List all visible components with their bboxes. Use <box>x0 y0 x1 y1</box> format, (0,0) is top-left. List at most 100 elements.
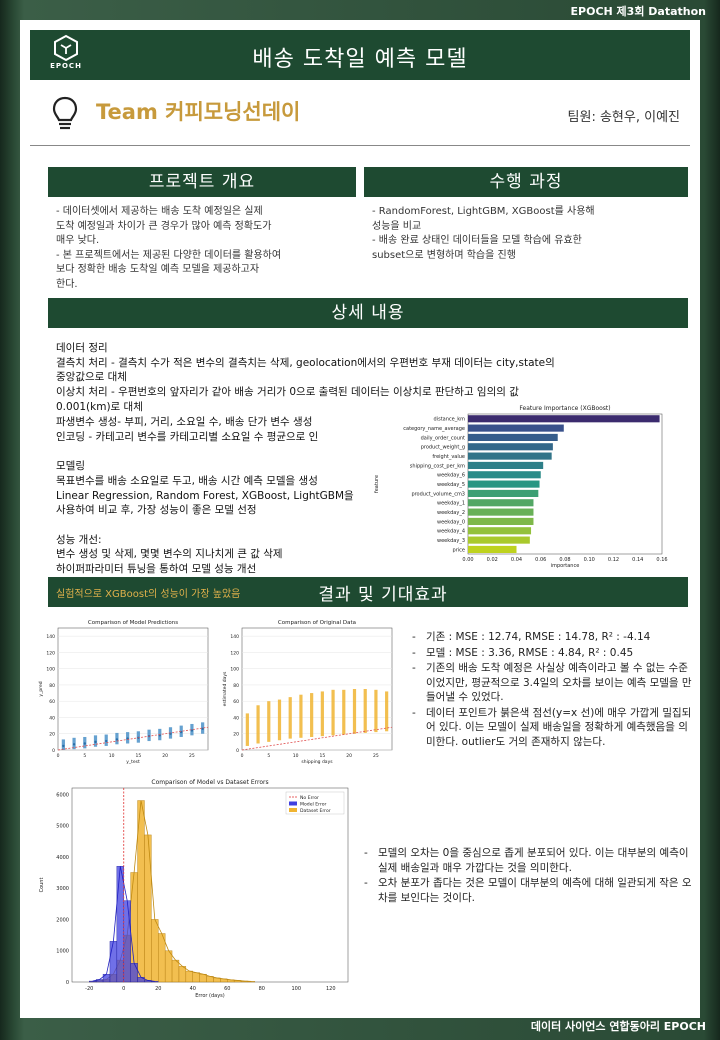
feature-label: product_weight_g <box>421 445 465 451</box>
model-predictions-chart: Comparison of Model Predictions 0 20 40 60 80… <box>36 616 216 766</box>
detail-line: 모델링 <box>56 460 85 473</box>
data-point <box>105 739 108 743</box>
feature-label: price <box>453 547 465 553</box>
feature-bar <box>468 480 540 488</box>
y-axis-label: estimated days <box>222 671 228 706</box>
x-tick-label: 0 <box>241 753 244 759</box>
original-data-svg: Comparison of Original Data0204060801001… <box>222 620 393 765</box>
detail-line: 인코딩 - 카테고리 변수를 카테고리별 소요일 수 평균으로 인 <box>56 430 319 443</box>
feature-label: weekday_3 <box>437 538 465 544</box>
feature-bar <box>468 508 534 516</box>
plot-frame <box>241 627 393 751</box>
y-tick-label: 0 <box>236 748 239 754</box>
data-point-column <box>310 693 314 737</box>
feature-label: weekday_5 <box>437 482 465 488</box>
x-tick-label: 20 <box>162 753 168 759</box>
dataset-error-bar <box>164 950 173 983</box>
x-tick-label: 40 <box>190 986 196 992</box>
dataset-error-bar <box>144 834 152 983</box>
team-name: Team 커피모닝선데이 <box>96 100 301 124</box>
x-tick-label: 10 <box>109 753 115 759</box>
feature-bar <box>468 527 532 535</box>
model-error-bar <box>116 866 124 983</box>
x-tick-label: 0 <box>122 986 125 992</box>
y-axis-label: feature <box>374 475 380 493</box>
x-tick-label: 0.04 <box>511 557 522 563</box>
dataset-error-bar <box>192 972 200 983</box>
y-tick-label: 60 <box>49 699 55 705</box>
x-axis-label: y_test <box>126 759 140 765</box>
feature-bar <box>468 443 553 451</box>
y-tick-label: 2000 <box>56 917 69 923</box>
y-tick-label: 80 <box>233 683 239 689</box>
model-error-bar <box>109 941 118 983</box>
y-tick-label: 6000 <box>56 792 69 798</box>
y-tick-label: 3000 <box>56 886 69 892</box>
data-point <box>201 727 204 731</box>
process-text: - RandomForest, LightGBM, XGBoost를 사용해 성… <box>372 205 682 263</box>
x-tick-label: 0.00 <box>462 557 473 563</box>
detail-line <box>56 518 376 533</box>
data-point-column <box>245 713 249 746</box>
legend-swatch <box>289 808 297 812</box>
legend-box <box>285 791 345 815</box>
process-line: subset으로 변형하며 학습을 진행 <box>372 249 516 261</box>
data-point-column <box>352 689 357 734</box>
x-tick-label: 100 <box>291 986 301 992</box>
detail-line: 사용하여 비교 후, 가장 성능이 좋은 모델 선정 <box>56 504 257 517</box>
feature-importance-svg: Feature Importance (XGBoost) distance_kmc… <box>374 405 668 568</box>
data-point-column <box>256 705 260 744</box>
plot-frame <box>57 627 209 751</box>
data-point <box>115 738 119 741</box>
data-point <box>72 743 76 746</box>
overview-line: 한다. <box>56 278 78 290</box>
event-tag: EPOCH 제3회 Datathon <box>570 5 706 18</box>
process-line: - 배송 완료 상태인 데이터들을 모델 학습에 유효한 <box>372 235 582 246</box>
x-tick-label: 0.02 <box>487 557 498 563</box>
feature-label: product_volume_cm3 <box>411 491 465 497</box>
detail-text-full: 데이터 정리 결측치 처리 - 결측치 수가 적은 변수의 결측치는 삭제, g… <box>56 341 682 415</box>
feature-bar <box>468 545 517 553</box>
results-caption: 실험적으로 XGBoost의 성능이 가장 높았음 <box>56 589 241 600</box>
y-tick-label: 100 <box>230 667 239 673</box>
x-tick-label: 20 <box>346 753 352 759</box>
y-axis-label: y_pred <box>38 681 44 696</box>
epoch-logo-icon <box>54 34 78 62</box>
y-tick-label: 60 <box>233 699 239 705</box>
data-point-column <box>299 694 303 738</box>
x-tick-label: 20 <box>155 986 161 992</box>
data-point-column <box>385 691 389 732</box>
detail-line: 하이퍼파라미터 튜닝을 통하여 모델 성능 개선 <box>56 563 257 576</box>
data-point-column <box>331 689 335 736</box>
feature-bar <box>468 517 534 525</box>
data-point <box>83 742 86 745</box>
y-tick-label: 40 <box>233 715 239 721</box>
y-tick-label: 120 <box>46 650 55 656</box>
y-tick-label: 80 <box>49 683 55 689</box>
feature-bar <box>468 424 564 432</box>
x-tick-label: -20 <box>85 986 93 992</box>
x-tick-label: 25 <box>189 753 195 759</box>
feature-label: weekday_1 <box>437 501 465 507</box>
results-header: 결과 및 기대효과 실험적으로 XGBoost의 성능이 가장 높았음 <box>48 577 688 607</box>
detail-line: 중앙값으로 대체 <box>56 371 127 384</box>
x-tick-label: 0.10 <box>584 557 595 563</box>
x-tick-label: 0 <box>57 753 60 759</box>
overview-line: 매우 낮다. <box>56 235 100 246</box>
error-histogram-svg: Comparison of Model vs Dataset Errors 0 10… <box>39 779 349 999</box>
x-tick-label: 0.06 <box>535 557 546 563</box>
overview-text: - 데이터셋에서 제공하는 배송 도착 예정일은 실제 도착 예정일과 차이가 … <box>56 205 356 292</box>
reference-line <box>57 726 209 751</box>
y-tick-label: 1000 <box>56 949 69 955</box>
x-axis-label: Error (days) <box>195 993 225 999</box>
chart-title: Comparison of Model vs Dataset Errors <box>151 779 268 786</box>
logo-text: EPOCH <box>50 62 82 70</box>
feature-bar <box>468 433 558 441</box>
data-point-column <box>320 691 324 737</box>
detail-line: 변수 생성 및 삭제, 몇몇 변수의 지나치게 큰 값 삭제 <box>56 548 283 561</box>
y-tick-label: 20 <box>49 732 55 738</box>
x-tick-label: 15 <box>319 753 325 759</box>
detail-line <box>56 444 376 459</box>
legend-label: Dataset Error <box>300 808 331 814</box>
error-histogram-chart: Comparison of Model vs Dataset Errors 0 10… <box>36 776 356 1004</box>
